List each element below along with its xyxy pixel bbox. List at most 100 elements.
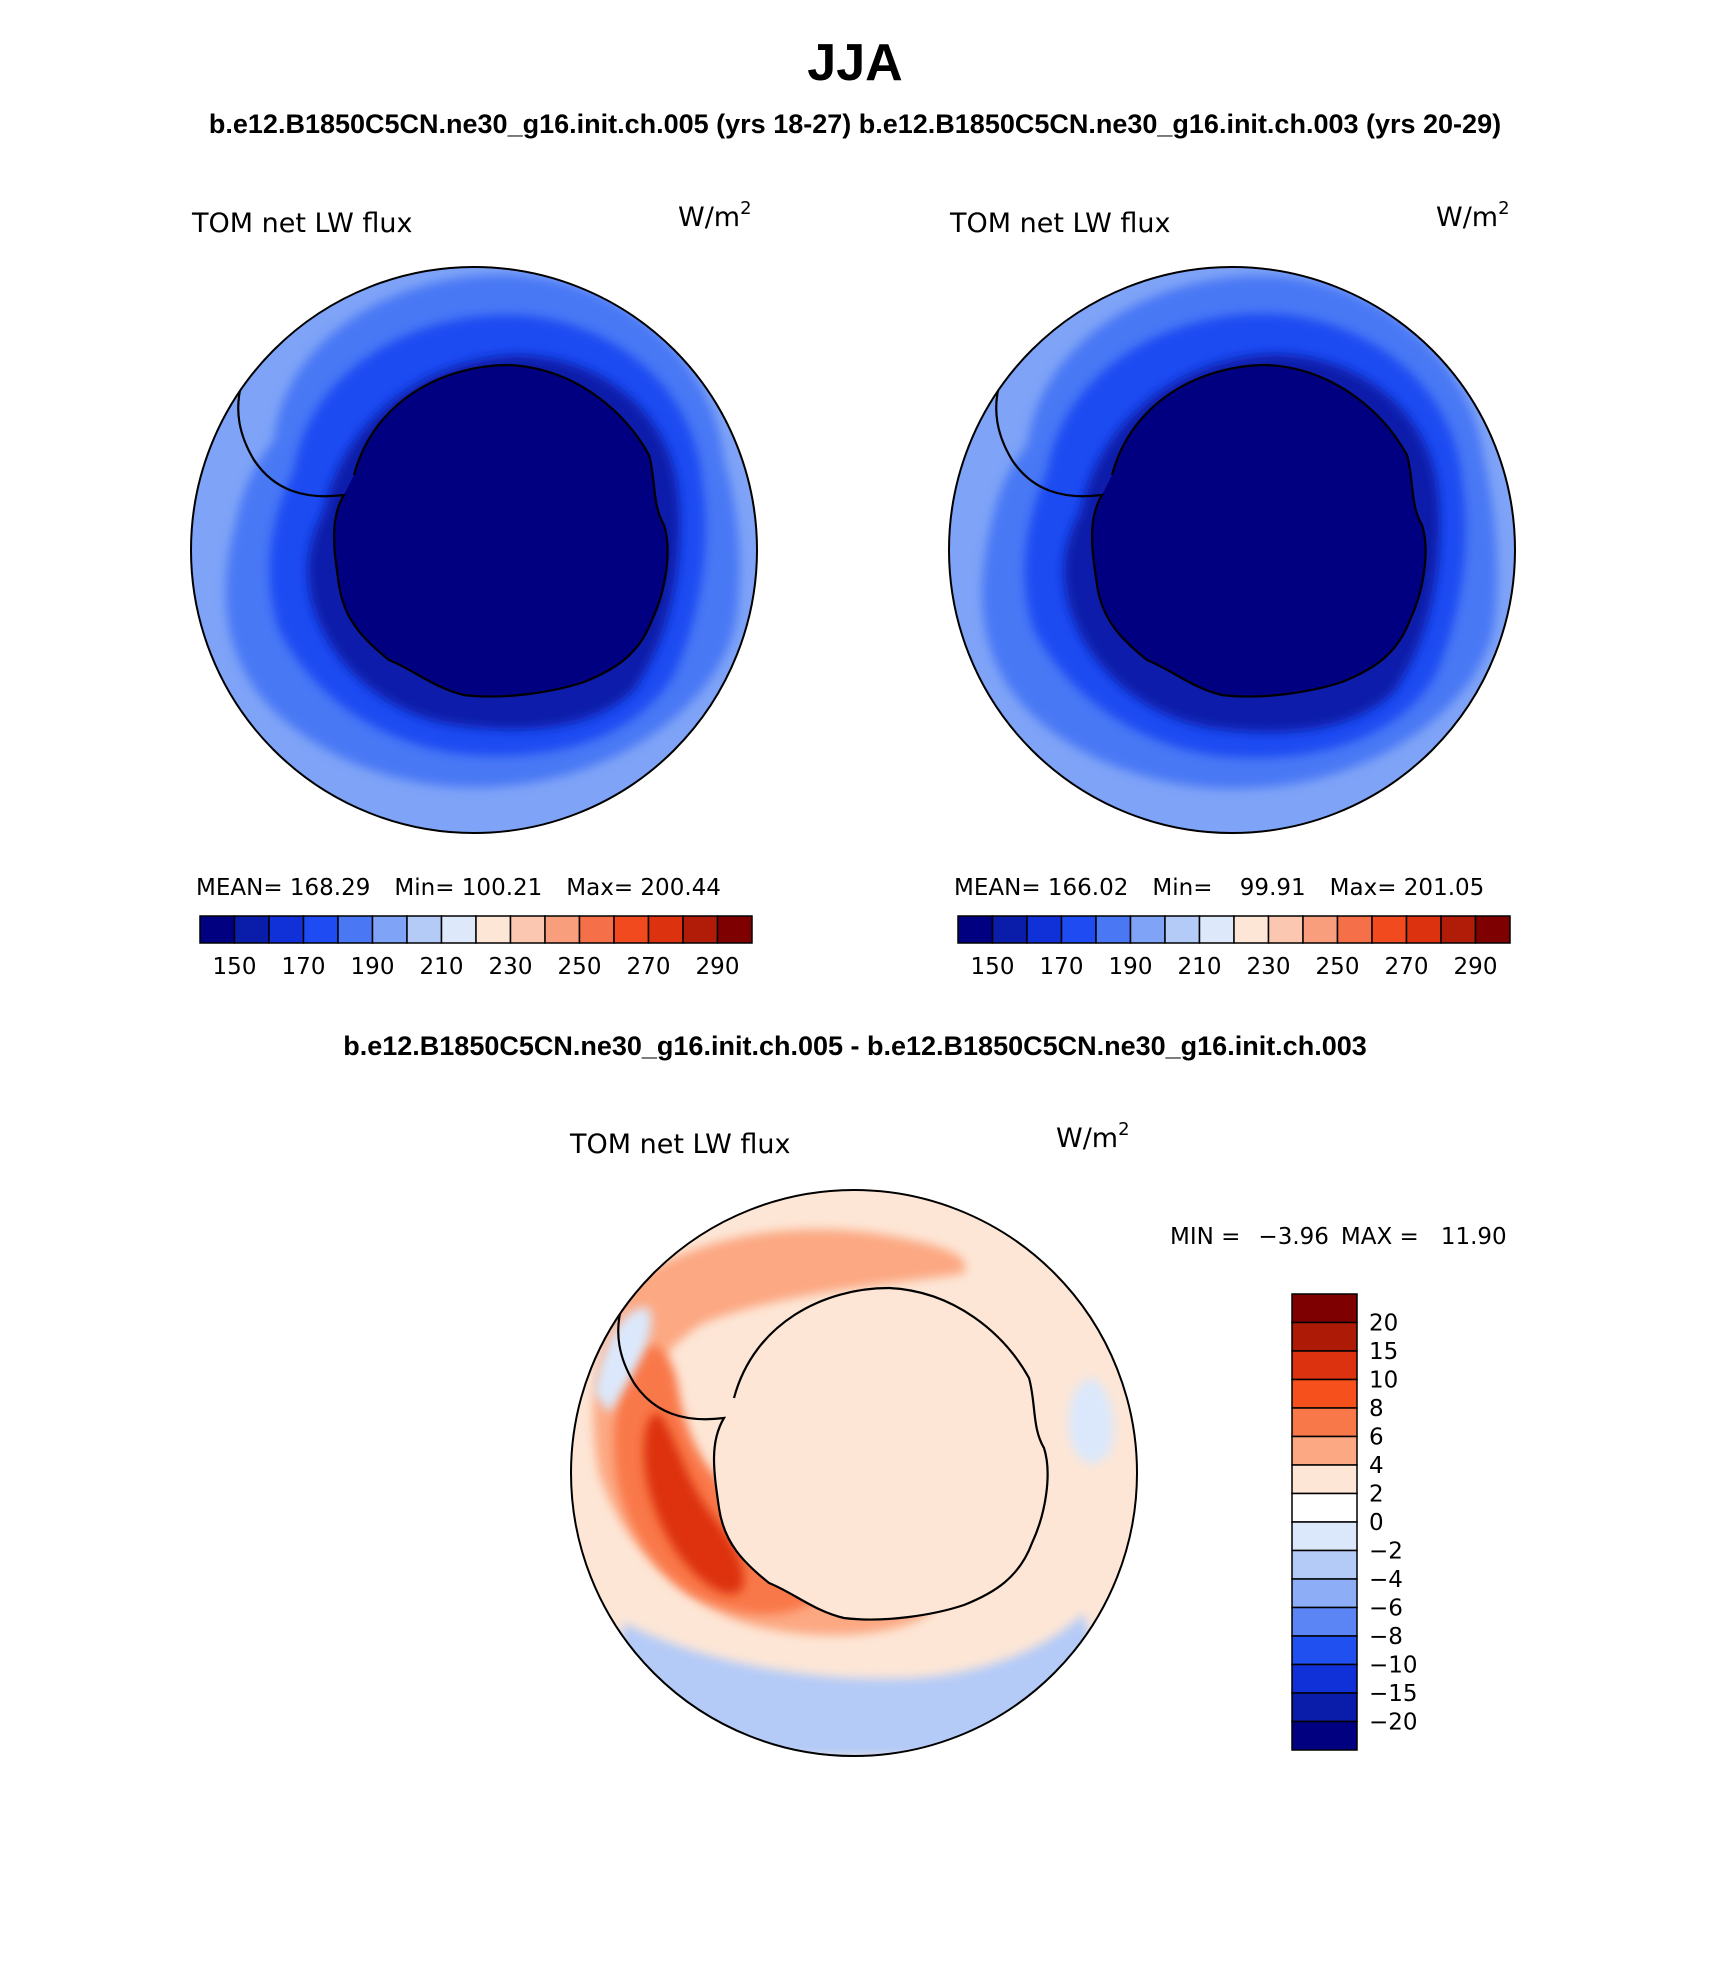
colorbar-tick-label: 2: [1369, 1482, 1384, 1508]
units-label: W/m2: [1436, 198, 1510, 233]
colorbar-swatch: [475, 915, 512, 944]
colorbar-swatch: [1336, 915, 1373, 944]
max-value: 201.05: [1404, 875, 1484, 901]
units-label: W/m2: [1056, 1119, 1130, 1154]
figure-title: JJA: [807, 34, 902, 92]
colorbar-swatch: [613, 915, 650, 944]
units-exponent: 2: [740, 198, 751, 219]
colorbar-swatch: [1026, 915, 1063, 944]
colorbar-tick-label: −10: [1369, 1653, 1418, 1679]
colorbar-swatch: [578, 915, 615, 944]
colorbar-swatch: [1291, 1350, 1358, 1381]
colorbar-swatch: [509, 915, 546, 944]
mean-value: 166.02: [1048, 875, 1128, 901]
colorbar-tick-label: 10: [1369, 1368, 1398, 1394]
colorbar-swatch: [1267, 915, 1304, 944]
stats-line: MEAN= 168.29 Min= 100.21 Max= 200.44: [196, 875, 721, 901]
colorbar-tick-label: −4: [1369, 1567, 1403, 1593]
difference-caption: b.e12.B1850C5CN.ne30_g16.init.ch.005 - b…: [343, 1031, 1367, 1061]
colorbar-tick-label: 170: [1040, 954, 1084, 980]
colorbar-swatch: [1291, 1606, 1358, 1637]
colorbar-swatch: [406, 915, 443, 944]
antarctica-coastline: [617, 1286, 1049, 1621]
field-negative-south: [594, 1613, 1114, 1756]
colorbar-tick-label: 270: [627, 954, 671, 980]
antarctica-shading: [714, 1288, 1048, 1620]
colorbar-swatch: [1291, 1720, 1358, 1751]
colorbar-tick-label: −2: [1369, 1539, 1403, 1565]
colorbar-swatch: [1291, 1407, 1358, 1438]
colorbar-swatch: [682, 915, 719, 944]
variable-label: TOM net LW flux: [569, 1129, 790, 1160]
units-exponent: 2: [1118, 1119, 1129, 1140]
colorbar-tick-label: 210: [1178, 954, 1222, 980]
colorbar-tick-label: 4: [1369, 1453, 1384, 1479]
max-label: Max=: [1330, 875, 1397, 901]
colorbar-swatch: [991, 915, 1028, 944]
colorbar-swatch: [1291, 1549, 1358, 1580]
colorbar-swatch: [1371, 915, 1408, 944]
colorbar-tick-label: 250: [558, 954, 602, 980]
units-label: W/m2: [678, 198, 752, 233]
colorbar-swatch: [337, 915, 374, 944]
colorbar-swatch: [544, 915, 581, 944]
colorbar-tick-label: −20: [1369, 1710, 1418, 1736]
colorbar-swatch: [1474, 915, 1511, 944]
colorbar-swatch: [1291, 1521, 1358, 1552]
colorbar-tick-label: 230: [1247, 954, 1291, 980]
colorbar-swatch: [1291, 1578, 1358, 1609]
colorbar-swatch: [1129, 915, 1166, 944]
field-positive-core: [644, 1413, 744, 1594]
units-base: W/m: [1436, 202, 1498, 233]
colorbar-swatch: [1060, 915, 1097, 944]
colorbar-swatch: [1233, 915, 1270, 944]
colorbar-swatch: [1164, 915, 1201, 944]
antarctica-coastline: [995, 363, 1427, 698]
mean-label: MEAN=: [196, 875, 283, 901]
mean-label: MEAN=: [954, 875, 1041, 901]
min-value: 100.21: [462, 875, 542, 901]
units-base: W/m: [678, 202, 740, 233]
colorbar-swatch: [647, 915, 684, 944]
colorbar-swatch: [1291, 1692, 1358, 1723]
colorbar-swatch: [302, 915, 339, 944]
units-exponent: 2: [1498, 198, 1509, 219]
colorbar-tick-label: 190: [351, 954, 395, 980]
colorbar-tick-label: 190: [1109, 954, 1153, 980]
max-value: 11.90: [1441, 1224, 1507, 1250]
field-negative-east: [1068, 1378, 1114, 1464]
colorbar-swatch: [1291, 1293, 1358, 1324]
antarctica-shading: [334, 365, 668, 697]
colorbar-tick-label: 6: [1369, 1425, 1384, 1451]
colorbar-swatch: [1291, 1663, 1358, 1694]
diff-stats: MIN = −3.96 MAX = 11.90: [1170, 1224, 1507, 1250]
antarctica-coastline: [237, 363, 669, 698]
min-value: −3.96: [1258, 1224, 1328, 1250]
min-label: Min=: [394, 875, 454, 901]
colorbar-tick-label: 230: [489, 954, 533, 980]
colorbar-swatch: [233, 915, 270, 944]
colorbar-swatch: [1302, 915, 1339, 944]
colorbar-swatch: [1291, 1635, 1358, 1666]
colorbar-swatch: [1291, 1435, 1358, 1466]
map-panel-right: TOM net LW flux W/m2 MEAN= 166.02 Min= 99…: [948, 198, 1516, 980]
variable-label: TOM net LW flux: [949, 208, 1170, 239]
colorbar-tick-label: 250: [1316, 954, 1360, 980]
map-boundary: [190, 266, 758, 834]
colorbar-swatch: [199, 915, 236, 944]
colorbar-swatch: [371, 915, 408, 944]
max-label: MAX =: [1341, 1224, 1419, 1250]
colorbar-tick-label: 20: [1369, 1311, 1398, 1337]
colorbar-tick-label: 8: [1369, 1396, 1384, 1422]
colorbar-swatch: [268, 915, 305, 944]
colorbar-tick-label: −15: [1369, 1681, 1418, 1707]
colorbar-swatch: [1291, 1378, 1358, 1409]
colorbar-tick-label: −8: [1369, 1624, 1403, 1650]
colorbar-tick-label: 170: [282, 954, 326, 980]
colorbar-swatch: [1440, 915, 1477, 944]
colorbar-swatch: [957, 915, 994, 944]
max-label: Max=: [566, 875, 633, 901]
stats-line: MEAN= 166.02 Min= 99.91 Max= 201.05: [954, 875, 1484, 901]
colorbar-tick-label: 15: [1369, 1339, 1398, 1365]
